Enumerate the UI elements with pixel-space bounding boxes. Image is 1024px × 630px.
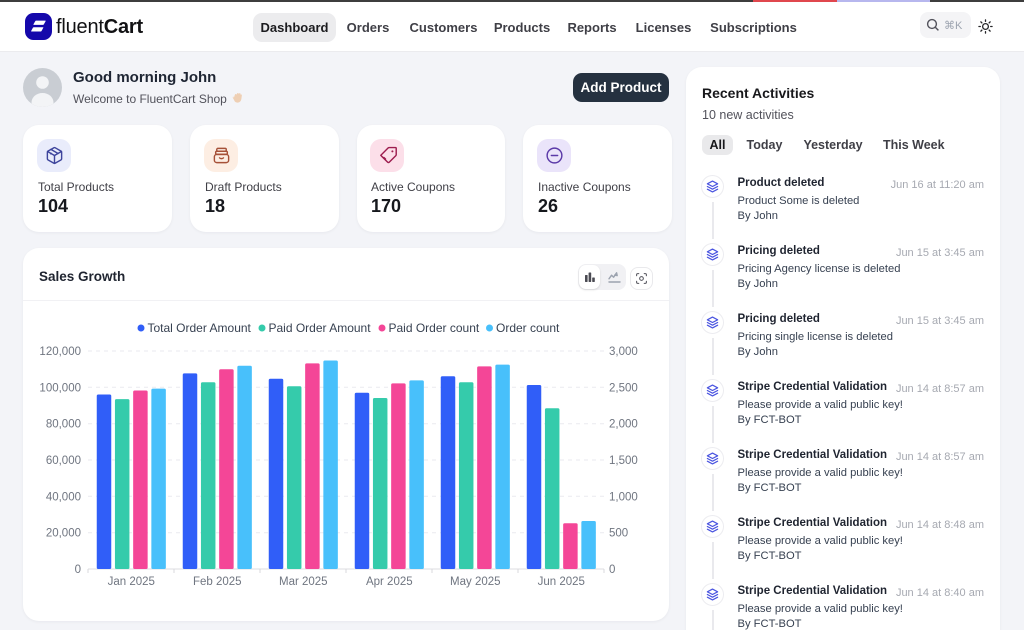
svg-text:1,500: 1,500 [609, 455, 638, 467]
svg-text:Paid Order count: Paid Order count [389, 321, 480, 335]
svg-text:Apr 2025: Apr 2025 [366, 576, 413, 588]
svg-text:Order count: Order count [496, 321, 560, 335]
svg-text:Total Order Amount: Total Order Amount [148, 321, 252, 335]
svg-text:60,000: 60,000 [46, 455, 81, 467]
svg-text:2,500: 2,500 [609, 382, 638, 394]
svg-text:Feb 2025: Feb 2025 [193, 576, 242, 588]
svg-text:2,000: 2,000 [609, 419, 638, 431]
svg-text:3,000: 3,000 [609, 346, 638, 358]
svg-text:120,000: 120,000 [39, 346, 81, 358]
svg-text:40,000: 40,000 [46, 491, 81, 503]
svg-text:0: 0 [609, 564, 615, 576]
svg-text:Paid Order Amount: Paid Order Amount [269, 321, 372, 335]
svg-text:Jan 2025: Jan 2025 [108, 576, 155, 588]
svg-text:Jun 2025: Jun 2025 [538, 576, 585, 588]
svg-text:100,000: 100,000 [39, 382, 81, 394]
svg-text:80,000: 80,000 [46, 419, 81, 431]
svg-text:500: 500 [609, 528, 628, 540]
svg-text:Mar 2025: Mar 2025 [279, 576, 328, 588]
svg-text:0: 0 [75, 564, 81, 576]
svg-text:May 2025: May 2025 [450, 576, 501, 588]
svg-text:20,000: 20,000 [46, 528, 81, 540]
svg-text:1,000: 1,000 [609, 491, 638, 503]
